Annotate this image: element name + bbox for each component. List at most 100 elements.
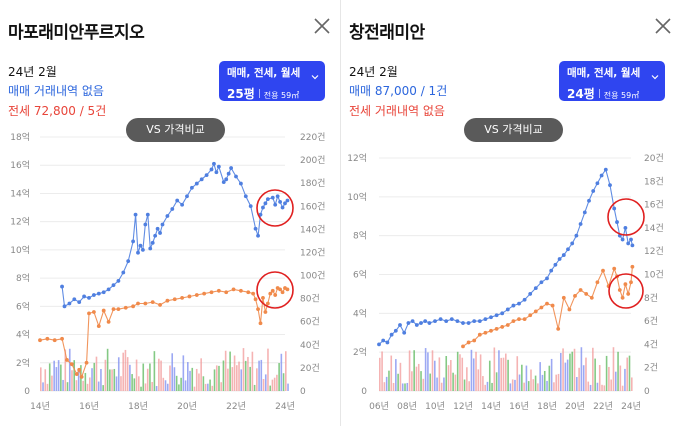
data-point [589,295,594,300]
y-right-tick-label: 220건 [300,132,325,143]
data-point [533,286,538,290]
close-button[interactable] [310,14,334,38]
volume-bar [385,376,388,391]
volume-bar [193,386,196,391]
data-point [158,303,162,307]
volume-bar [571,351,574,391]
data-point [285,198,290,203]
volume-bar [280,353,283,391]
volume-bar [200,358,202,391]
y-left-tick-label: 2억 [16,357,30,369]
data-point [591,189,596,193]
data-point [150,300,155,304]
volume-bar [415,366,418,391]
deal-type-label: 매매, 전세, 월세 [567,67,641,79]
data-point [143,222,148,227]
price-chart: 0 2억 4억 6억 8억 10억 12억 14억 16억 18억 0 20건 40건 60건 80건 100… [0,125,340,426]
volume-bar [242,348,245,391]
volume-bar [447,365,450,391]
data-point [116,279,121,283]
data-point [620,295,625,300]
volume-bar [395,359,397,391]
data-point [283,201,287,206]
y-right-tick-label: 180건 [300,178,325,189]
volume-bar [282,373,285,391]
volume-bar [482,376,484,391]
vs-compare-button[interactable]: VS 가격비교 [126,118,225,142]
data-point [263,201,268,206]
y-right-tick-label: 40건 [300,340,320,351]
volume-bar [44,369,47,391]
volume-bar [610,379,612,391]
volume-bar [523,382,525,391]
filter-dropdown[interactable]: 매매, 전세, 월세 24평 전용 59㎡ [559,61,665,101]
volume-bar [452,372,454,391]
data-point [187,294,192,299]
volume-bar [142,363,145,391]
data-point [601,268,605,273]
series-line [378,168,633,345]
data-point [477,319,482,323]
volume-bar [264,374,267,391]
volume-bar [422,378,425,391]
y-right-tick-label: 6건 [644,316,658,327]
data-point [626,292,631,296]
volume-bar [111,369,113,391]
volume-bar [546,380,548,391]
y-right-tick-label: 0 [644,387,650,397]
data-point [60,284,64,289]
data-point [101,290,106,295]
y-right-tick-label: 0 [300,387,306,397]
data-point [60,336,64,341]
filter-dropdown[interactable]: 매매, 전세, 월세 25평 전용 59㎡ [219,61,325,101]
volume-bar [253,384,256,391]
volume-bar [64,349,67,391]
volume-bar [383,382,386,391]
data-point [256,307,260,312]
volume-bar [135,359,138,391]
volume-bar [164,380,167,391]
y-right-tick-label: 18건 [644,176,664,187]
vs-compare-button[interactable]: VS 가격비교 [464,118,563,142]
volume-bar [404,383,406,391]
y-right-tick-label: 120건 [300,247,325,258]
deal-type-label: 매매, 전세, 월세 [227,67,301,79]
highlight-circle [607,198,645,236]
volume-bar [204,383,207,391]
data-point [212,161,216,166]
volume-bar [247,356,249,391]
volume-bar [617,351,619,391]
data-point [265,301,270,306]
data-point [106,287,111,292]
volume-bar [628,355,631,391]
volume-bar [48,363,51,391]
highlight-circle [256,189,294,227]
volume-bar [146,368,149,391]
data-point [67,301,72,306]
data-point [381,338,386,343]
volume-bar [68,348,71,391]
jeonse-summary: 전세 72,800 / 5건 [8,104,107,118]
data-point [528,313,533,318]
data-point [584,292,589,296]
volume-bar [612,347,615,391]
y-left-tick-label: 0 [24,387,30,397]
y-left-tick-label: 0 [361,387,367,397]
y-right-tick-label: 2건 [644,363,658,374]
close-icon [310,14,334,38]
volume-bar [189,370,191,391]
y-right-tick-label: 16건 [644,200,664,211]
volume-bar [516,356,519,391]
data-point [278,200,282,204]
data-point [406,321,411,325]
data-point [385,340,390,345]
x-tick-label: 18년 [537,401,557,412]
panel-title: 마포래미안푸르지오 [8,23,145,43]
volume-bar [278,363,280,391]
volume-bar [621,385,624,391]
volume-bar [562,348,564,391]
close-button[interactable] [651,14,675,38]
volume-bar [149,363,151,391]
data-point [256,233,260,238]
data-point [224,177,229,182]
